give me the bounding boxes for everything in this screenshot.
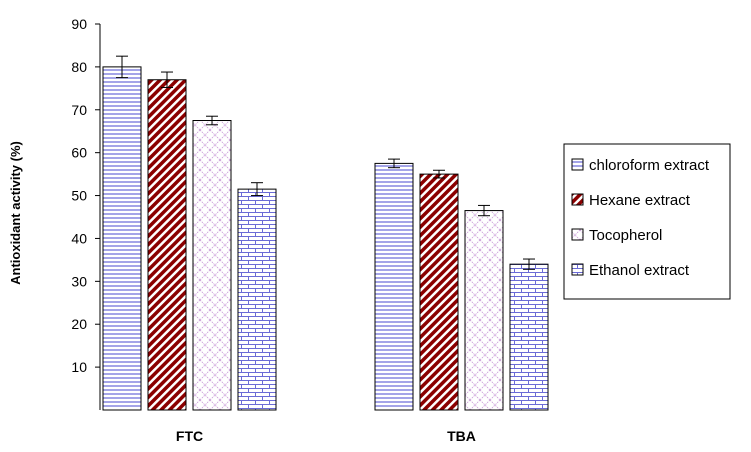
y-tick-label: 20 xyxy=(71,316,87,332)
legend-label: Hexane extract xyxy=(589,192,691,209)
legend-label: Tocopherol xyxy=(589,227,662,244)
legend-box xyxy=(563,143,731,300)
legend-item: Ethanol extract xyxy=(571,262,690,279)
error-bar xyxy=(478,204,490,217)
bar xyxy=(464,210,504,411)
bar xyxy=(192,120,232,411)
y-tick-label: 50 xyxy=(71,188,87,204)
bar xyxy=(419,173,459,411)
bar xyxy=(237,188,277,411)
error-bar xyxy=(161,71,173,88)
legend-item: Tocopherol xyxy=(571,227,662,244)
y-tick-label: 70 xyxy=(71,102,87,118)
error-bars xyxy=(116,55,535,270)
bar xyxy=(374,162,414,411)
legend: chloroform extract Hexane extract Tocopher… xyxy=(563,143,731,300)
error-bar xyxy=(433,169,445,179)
error-bar xyxy=(251,182,263,197)
legend-label: chloroform extract xyxy=(589,157,710,174)
y-tick-label: 60 xyxy=(71,145,87,161)
bar xyxy=(147,79,187,411)
error-bar xyxy=(206,115,218,126)
error-bar xyxy=(388,158,400,169)
axis-labels: 10 20 30 40 50 60 70 80 90 FTC TBA xyxy=(71,16,475,444)
axes xyxy=(95,23,101,410)
y-tick-label: 10 xyxy=(71,359,87,375)
x-category-label: TBA xyxy=(447,428,476,444)
legend-swatch xyxy=(571,193,584,206)
bar xyxy=(509,263,549,411)
y-tick-label: 80 xyxy=(71,59,87,75)
legend-label: Ethanol extract xyxy=(589,262,690,279)
error-bar xyxy=(523,258,535,270)
y-tick-label: 90 xyxy=(71,16,87,32)
bars xyxy=(102,66,549,411)
y-axis-title: Antioxidant activity (%) xyxy=(8,141,23,285)
legend-swatch xyxy=(571,228,584,241)
y-tick-label: 30 xyxy=(71,273,87,289)
legend-swatch xyxy=(571,158,584,171)
y-tick-label: 40 xyxy=(71,230,87,246)
legend-swatch xyxy=(571,263,584,276)
bar xyxy=(102,66,142,411)
error-bar xyxy=(116,55,128,79)
x-category-label: FTC xyxy=(176,428,203,444)
legend-item: chloroform extract xyxy=(571,157,710,174)
legend-item: Hexane extract xyxy=(571,192,691,209)
